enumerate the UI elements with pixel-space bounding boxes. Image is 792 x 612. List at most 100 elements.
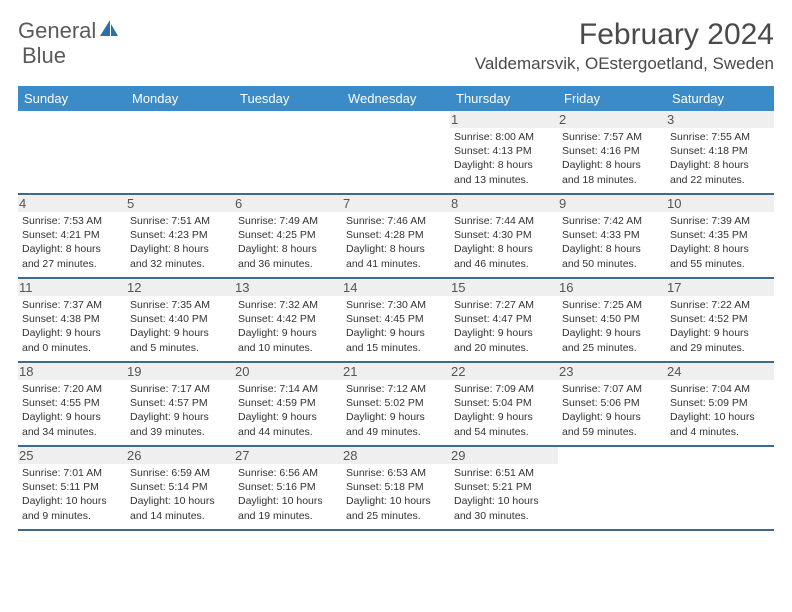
day-cell (666, 447, 774, 529)
sunrise-text: Sunrise: 7:51 AM (130, 214, 230, 228)
day-details: Sunrise: 7:37 AMSunset: 4:38 PMDaylight:… (22, 298, 122, 355)
daylight-text-2: and 0 minutes. (22, 341, 122, 355)
day-number: 22 (450, 363, 558, 380)
sunset-text: Sunset: 5:11 PM (22, 480, 122, 494)
day-cell: 21Sunrise: 7:12 AMSunset: 5:02 PMDayligh… (342, 363, 450, 445)
weekday-wednesday: Wednesday (342, 86, 450, 111)
day-number: 2 (558, 111, 666, 128)
sunset-text: Sunset: 5:18 PM (346, 480, 446, 494)
sunset-text: Sunset: 4:55 PM (22, 396, 122, 410)
daylight-text-2: and 36 minutes. (238, 257, 338, 271)
sunrise-text: Sunrise: 7:09 AM (454, 382, 554, 396)
sunset-text: Sunset: 5:02 PM (346, 396, 446, 410)
day-number: 13 (234, 279, 342, 296)
daylight-text-2: and 41 minutes. (346, 257, 446, 271)
sunrise-text: Sunrise: 7:49 AM (238, 214, 338, 228)
daylight-text-2: and 39 minutes. (130, 425, 230, 439)
day-number: 26 (126, 447, 234, 464)
day-number: 10 (666, 195, 774, 212)
sunrise-text: Sunrise: 7:55 AM (670, 130, 770, 144)
sunset-text: Sunset: 5:04 PM (454, 396, 554, 410)
sunrise-text: Sunrise: 6:53 AM (346, 466, 446, 480)
sunset-text: Sunset: 4:23 PM (130, 228, 230, 242)
day-cell: 14Sunrise: 7:30 AMSunset: 4:45 PMDayligh… (342, 279, 450, 361)
day-cell: 7Sunrise: 7:46 AMSunset: 4:28 PMDaylight… (342, 195, 450, 277)
sunrise-text: Sunrise: 7:30 AM (346, 298, 446, 312)
sunset-text: Sunset: 4:13 PM (454, 144, 554, 158)
sunrise-text: Sunrise: 7:39 AM (670, 214, 770, 228)
daylight-text-1: Daylight: 9 hours (454, 410, 554, 424)
sunrise-text: Sunrise: 6:56 AM (238, 466, 338, 480)
day-details: Sunrise: 7:55 AMSunset: 4:18 PMDaylight:… (670, 130, 770, 187)
daylight-text-1: Daylight: 9 hours (670, 326, 770, 340)
day-cell: 17Sunrise: 7:22 AMSunset: 4:52 PMDayligh… (666, 279, 774, 361)
day-number: 6 (234, 195, 342, 212)
day-number: 28 (342, 447, 450, 464)
calendar: SundayMondayTuesdayWednesdayThursdayFrid… (18, 86, 774, 531)
day-cell: 15Sunrise: 7:27 AMSunset: 4:47 PMDayligh… (450, 279, 558, 361)
sunset-text: Sunset: 4:38 PM (22, 312, 122, 326)
daylight-text-2: and 20 minutes. (454, 341, 554, 355)
sunset-text: Sunset: 4:21 PM (22, 228, 122, 242)
day-details: Sunrise: 7:57 AMSunset: 4:16 PMDaylight:… (562, 130, 662, 187)
day-number: 16 (558, 279, 666, 296)
day-details: Sunrise: 7:39 AMSunset: 4:35 PMDaylight:… (670, 214, 770, 271)
sunset-text: Sunset: 5:16 PM (238, 480, 338, 494)
daylight-text-1: Daylight: 10 hours (454, 494, 554, 508)
day-cell: 13Sunrise: 7:32 AMSunset: 4:42 PMDayligh… (234, 279, 342, 361)
sunset-text: Sunset: 4:59 PM (238, 396, 338, 410)
month-title: February 2024 (475, 18, 774, 52)
daylight-text-1: Daylight: 9 hours (22, 410, 122, 424)
day-cell: 24Sunrise: 7:04 AMSunset: 5:09 PMDayligh… (666, 363, 774, 445)
sail-icon (98, 18, 120, 44)
day-details: Sunrise: 7:51 AMSunset: 4:23 PMDaylight:… (130, 214, 230, 271)
day-details: Sunrise: 6:51 AMSunset: 5:21 PMDaylight:… (454, 466, 554, 523)
daylight-text-2: and 54 minutes. (454, 425, 554, 439)
day-details: Sunrise: 7:53 AMSunset: 4:21 PMDaylight:… (22, 214, 122, 271)
sunrise-text: Sunrise: 7:25 AM (562, 298, 662, 312)
day-number: 17 (666, 279, 774, 296)
sunrise-text: Sunrise: 8:00 AM (454, 130, 554, 144)
sunrise-text: Sunrise: 7:57 AM (562, 130, 662, 144)
sunset-text: Sunset: 4:57 PM (130, 396, 230, 410)
daylight-text-1: Daylight: 10 hours (346, 494, 446, 508)
week-row: 11Sunrise: 7:37 AMSunset: 4:38 PMDayligh… (18, 279, 774, 363)
day-cell (18, 111, 126, 193)
week-row: 18 Sunrise: 7:20 AMSunset: 4:55 PMDayligh… (18, 363, 774, 447)
day-cell: 4Sunrise: 7:53 AMSunset: 4:21 PMDaylight… (18, 195, 126, 277)
daylight-text-1: Daylight: 10 hours (238, 494, 338, 508)
daylight-text-2: and 34 minutes. (22, 425, 122, 439)
day-number: 19 (126, 363, 234, 380)
day-number: 29 (450, 447, 558, 464)
daylight-text-1: Daylight: 9 hours (454, 326, 554, 340)
day-details: Sunrise: 7:20 AMSunset: 4:55 PMDaylight:… (22, 382, 122, 439)
weekday-friday: Friday (558, 86, 666, 111)
logo-text-second: Blue (22, 43, 66, 69)
day-number: 7 (342, 195, 450, 212)
sunset-text: Sunset: 4:50 PM (562, 312, 662, 326)
day-number: 18 (18, 363, 126, 380)
day-cell: 28 Sunrise: 6:53 AMSunset: 5:18 PMDayligh… (342, 447, 450, 529)
daylight-text-2: and 14 minutes. (130, 509, 230, 523)
day-number: 23 (558, 363, 666, 380)
sunset-text: Sunset: 4:18 PM (670, 144, 770, 158)
day-details: Sunrise: 7:27 AMSunset: 4:47 PMDaylight:… (454, 298, 554, 355)
weeks-container: 1Sunrise: 8:00 AMSunset: 4:13 PMDaylight… (18, 111, 774, 531)
daylight-text-2: and 27 minutes. (22, 257, 122, 271)
day-details: Sunrise: 7:35 AMSunset: 4:40 PMDaylight:… (130, 298, 230, 355)
daylight-text-2: and 25 minutes. (562, 341, 662, 355)
day-details: Sunrise: 7:25 AMSunset: 4:50 PMDaylight:… (562, 298, 662, 355)
daylight-text-1: Daylight: 9 hours (562, 326, 662, 340)
day-cell: 20Sunrise: 7:14 AMSunset: 4:59 PMDayligh… (234, 363, 342, 445)
daylight-text-1: Daylight: 9 hours (238, 326, 338, 340)
day-cell: 16 Sunrise: 7:25 AMSunset: 4:50 PMDayligh… (558, 279, 666, 361)
daylight-text-2: and 25 minutes. (346, 509, 446, 523)
sunrise-text: Sunrise: 7:07 AM (562, 382, 662, 396)
daylight-text-2: and 13 minutes. (454, 173, 554, 187)
sunset-text: Sunset: 5:21 PM (454, 480, 554, 494)
daylight-text-2: and 59 minutes. (562, 425, 662, 439)
week-row: 4Sunrise: 7:53 AMSunset: 4:21 PMDaylight… (18, 195, 774, 279)
sunset-text: Sunset: 4:30 PM (454, 228, 554, 242)
weekday-thursday: Thursday (450, 86, 558, 111)
day-cell: 8Sunrise: 7:44 AMSunset: 4:30 PMDaylight… (450, 195, 558, 277)
